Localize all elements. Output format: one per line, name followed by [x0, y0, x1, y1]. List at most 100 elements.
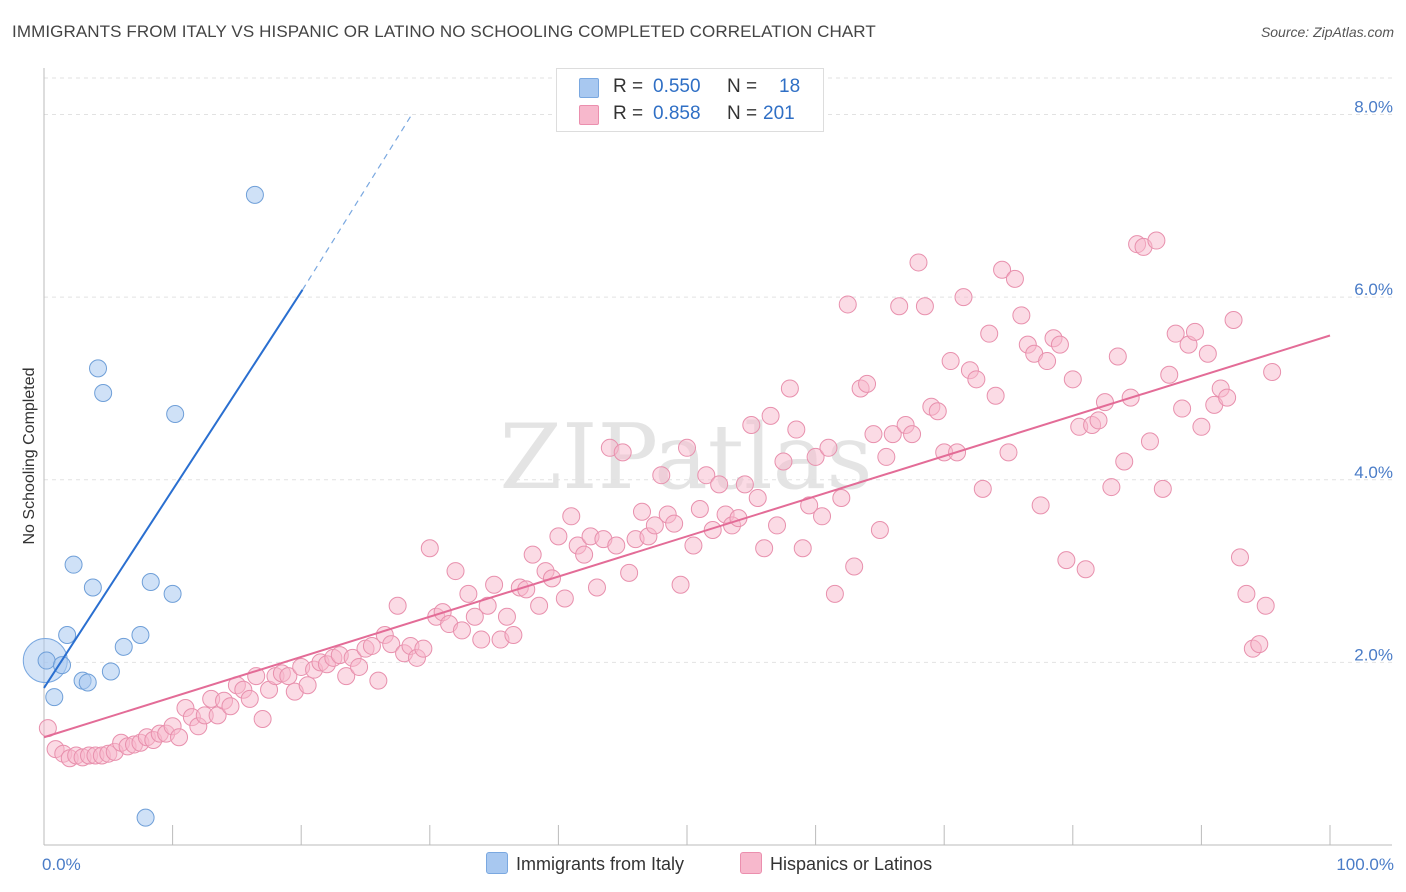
italy-point: [94, 384, 113, 403]
hispanic-point: [780, 379, 799, 398]
hispanic-point: [620, 563, 639, 582]
hispanic-point: [1089, 411, 1108, 430]
italy-point: [78, 673, 97, 692]
trend-lines: [43, 114, 1331, 739]
hispanic-point: [1057, 551, 1076, 570]
hispanic-point: [768, 516, 787, 535]
hispanic-point: [1160, 365, 1179, 384]
x-tick-label-min: 0.0%: [42, 855, 81, 874]
hispanic-point: [832, 489, 851, 508]
italy-point: [131, 625, 150, 644]
hispanic-point: [793, 539, 812, 558]
y-axis-title: No Schooling Completed: [21, 368, 38, 545]
hispanic-point: [1031, 496, 1050, 515]
hispanic-point: [632, 502, 651, 521]
hispanic-point: [279, 667, 298, 686]
hispanic-point: [825, 584, 844, 603]
hispanic-point: [253, 709, 272, 728]
hispanic-point: [967, 370, 986, 389]
hispanic-point: [877, 447, 896, 466]
hispanic-point: [523, 545, 542, 564]
n-value-italy: 18: [779, 76, 801, 97]
hispanic-point: [549, 527, 568, 546]
hispanic-point: [1224, 310, 1243, 329]
hispanic-point: [806, 447, 825, 466]
hispanic-point: [1038, 352, 1057, 371]
hispanic-point: [870, 520, 889, 539]
source-label: Source: ZipAtlas.com: [1260, 24, 1394, 40]
italy-point: [245, 185, 264, 204]
hispanic-point: [890, 297, 909, 316]
hispanic-point: [221, 697, 240, 716]
hispanic-point: [755, 539, 774, 558]
y-tick-label: 8.0%: [1354, 98, 1393, 117]
hispanic-point: [1153, 479, 1172, 498]
hispanic-point: [1147, 231, 1166, 250]
hispanic-point: [678, 438, 696, 457]
hispanic-point: [1198, 344, 1217, 363]
hispanic-point: [337, 667, 356, 686]
hispanic-legend-label: Hispanics or Latinos: [770, 854, 933, 874]
italy-point: [89, 359, 108, 378]
tick-labels: 2.0% 4.0% 6.0% 8.0% 0.0% 100.0%: [42, 98, 1394, 874]
legend-item-hispanic: Hispanics or Latinos: [740, 852, 932, 876]
hispanic-point: [1102, 478, 1121, 497]
hispanic-point: [690, 499, 709, 518]
hispanic-point: [1185, 322, 1204, 341]
hispanic-point: [652, 466, 671, 485]
hispanic-point: [1230, 548, 1249, 567]
hispanic-point: [446, 562, 465, 581]
hispanic-point: [1256, 596, 1275, 615]
r-label: R =: [613, 103, 644, 124]
hispanic-point: [986, 386, 1005, 405]
hispanic-point: [800, 496, 819, 515]
italy-point: [37, 651, 56, 670]
hispanic-point: [915, 297, 934, 316]
chart-title: IMMIGRANTS FROM ITALY VS HISPANIC OR LAT…: [12, 22, 876, 41]
y-tick-label: 2.0%: [1354, 645, 1393, 664]
hispanic-point: [845, 557, 864, 576]
axes: [43, 68, 1392, 846]
italy-point: [64, 555, 83, 574]
italy-legend-swatch: [486, 852, 508, 874]
n-label: N =: [727, 76, 758, 97]
hispanic-point: [459, 584, 478, 603]
hispanic-point: [903, 425, 922, 444]
hispanic-point: [452, 621, 471, 640]
hispanic-point: [645, 516, 664, 535]
hispanic-point: [1063, 370, 1082, 389]
italy-points: [22, 185, 264, 827]
hispanic-point: [883, 425, 902, 444]
hispanic-point: [613, 443, 632, 462]
hispanic-point: [864, 425, 883, 444]
hispanic-point: [465, 607, 484, 626]
hispanic-point: [980, 324, 999, 343]
hispanic-point: [954, 288, 973, 307]
italy-point: [83, 578, 102, 597]
r-label: R =: [613, 76, 644, 97]
hispanic-point: [388, 596, 407, 615]
hispanic-point: [472, 630, 491, 649]
hispanic-point: [170, 728, 189, 747]
hispanic-point: [973, 479, 992, 498]
hispanic-points: [38, 231, 1282, 768]
hispanic-point: [671, 575, 690, 594]
italy-legend-label: Immigrants from Italy: [516, 854, 685, 874]
hispanic-point: [478, 596, 497, 615]
hispanic-point: [735, 475, 754, 494]
hispanic-point: [774, 452, 793, 471]
legend-item-italy: Immigrants from Italy: [486, 852, 684, 876]
n-value-hispanic: 201: [763, 103, 795, 124]
n-label: N =: [727, 103, 758, 124]
hispanic-point: [1140, 432, 1159, 451]
hispanic-swatch: [579, 105, 599, 125]
hispanic-point: [748, 489, 767, 508]
hispanic-point: [587, 578, 606, 597]
italy-point: [163, 584, 182, 603]
hispanic-trend-line: [43, 334, 1331, 739]
hispanic-point: [838, 295, 857, 314]
hispanic-point: [555, 589, 574, 608]
hispanic-point: [414, 639, 433, 658]
hispanic-point: [362, 636, 381, 655]
hispanic-point: [485, 575, 504, 594]
